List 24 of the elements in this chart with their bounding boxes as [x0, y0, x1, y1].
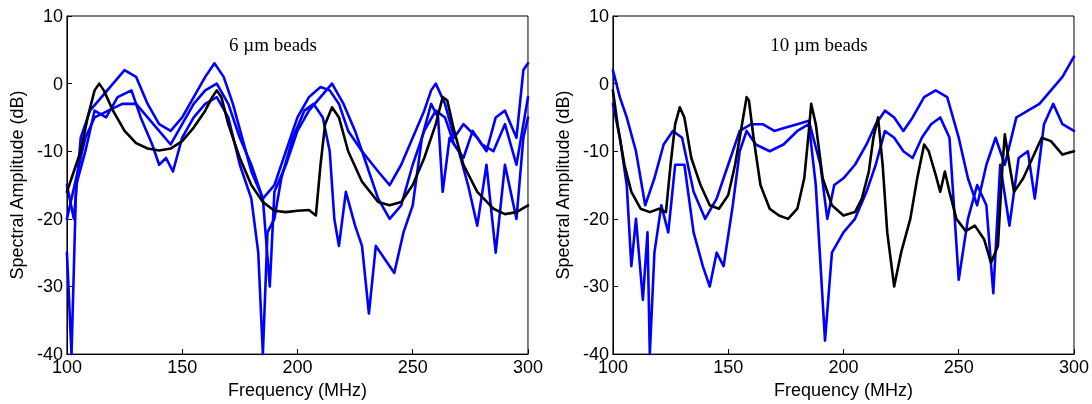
y-tick-label: -10 [36, 141, 63, 162]
x-tick-label: 250 [397, 357, 428, 378]
y-tick-label: 0 [598, 73, 609, 94]
text: 6 µm beads [229, 34, 317, 55]
x-tick-label: 300 [1058, 357, 1090, 378]
x-axis-title: Frequency (MHz) [773, 380, 913, 400]
text: 10 µm beads [770, 34, 868, 55]
x-axis-title: Frequency (MHz) [227, 380, 367, 400]
y-tick-label: -30 [582, 276, 609, 297]
y-axis-title: Spectral Amplitude (dB) [553, 90, 573, 280]
y-tick-label: -10 [582, 141, 609, 162]
x-tick-label: 150 [167, 357, 198, 378]
y-tick-label: 0 [52, 73, 63, 94]
y-tick-label: -20 [36, 208, 63, 229]
y-tick-label: -30 [36, 276, 63, 297]
x-tick-label: 200 [828, 357, 859, 378]
x-tick-label: 250 [943, 357, 974, 378]
x-tick-label: 200 [282, 357, 313, 378]
y-axis-title: Spectral Amplitude (dB) [7, 90, 27, 280]
y-tick-label: 10 [42, 6, 63, 26]
x-tick-label: 150 [713, 357, 744, 378]
x-tick-label: 300 [512, 357, 544, 378]
y-tick-label: 10 [588, 6, 609, 26]
y-tick-label: -20 [582, 208, 609, 229]
